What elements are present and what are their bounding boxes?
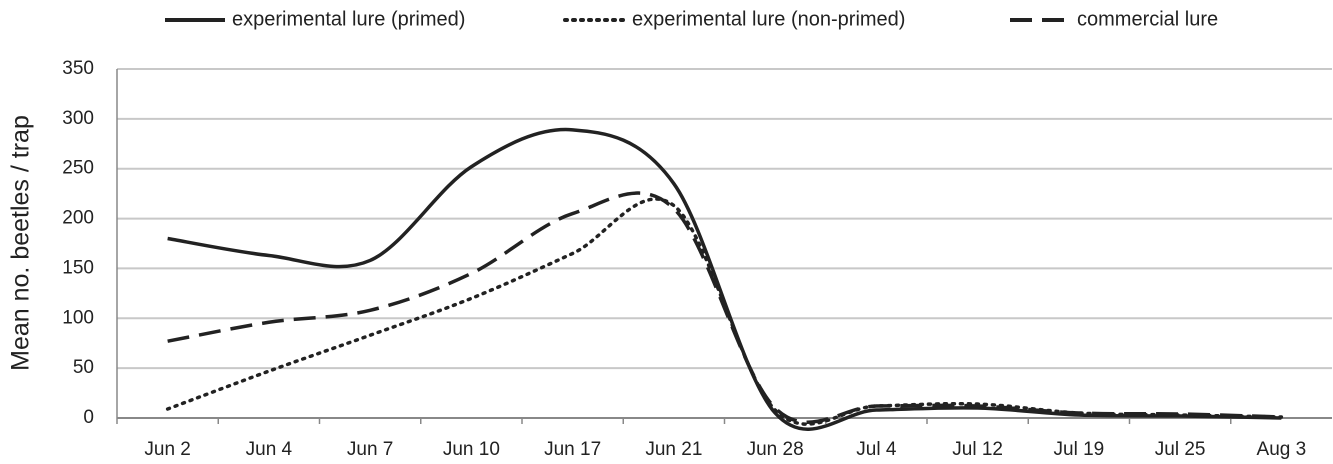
x-tick-label: Jul 12 (952, 439, 1003, 460)
series-line (167, 127, 1282, 431)
y-axis-label: Mean no. beetles / trap (7, 115, 35, 371)
x-tick-label: Jun 10 (443, 439, 500, 460)
x-tick-label: Jun 2 (144, 439, 190, 460)
x-tick-label: Jun 17 (544, 439, 601, 460)
series-line (167, 191, 1282, 424)
y-tick-label: 250 (62, 158, 94, 179)
y-tick-label: 150 (62, 257, 94, 278)
legend-label: experimental lure (primed) (232, 8, 465, 30)
y-tick-label: 200 (62, 208, 94, 229)
y-tick-label: 350 (62, 58, 94, 79)
x-tick-label: Jul 25 (1155, 439, 1206, 460)
x-tick-label: Jul 4 (856, 439, 897, 460)
x-tick-label: Jun 4 (246, 439, 293, 460)
x-tick-label: Jun 28 (747, 439, 804, 460)
x-tick-label: Jun 21 (645, 439, 702, 460)
y-tick-label: 0 (83, 407, 94, 428)
legend-label: experimental lure (non-primed) (632, 8, 905, 30)
x-tick-label: Jun 7 (347, 439, 393, 460)
y-tick-label: 50 (73, 357, 94, 378)
x-tick-label: Aug 3 (1257, 439, 1307, 460)
x-tick-label: Jul 19 (1054, 439, 1105, 460)
y-tick-label: 300 (62, 108, 94, 129)
y-tick-label: 100 (62, 307, 94, 328)
legend-label: commercial lure (1077, 8, 1218, 30)
